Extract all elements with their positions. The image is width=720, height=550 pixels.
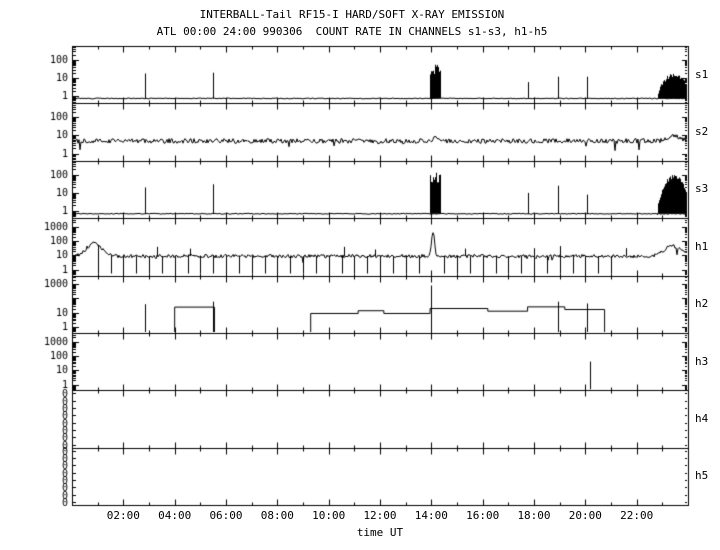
x-tick-label-1200: 12:00 [363, 509, 397, 522]
x-tick-label-1400: 14:00 [414, 509, 448, 522]
panel-label-h5: h5 [695, 469, 709, 483]
x-tick-label-1800: 18:00 [517, 509, 551, 522]
x-tick-label-1600: 16:00 [466, 509, 500, 522]
x-tick-label-0800: 08:00 [260, 509, 294, 522]
x-tick-label-2200: 22:00 [620, 509, 654, 522]
panel-label-h4: h4 [695, 411, 709, 425]
chart-title: INTERBALL-Tail RF15-I HARD/SOFT X-RAY EM… [199, 8, 505, 21]
x-tick-label-1000: 10:00 [312, 509, 346, 522]
x-tick-label-0400: 04:00 [158, 509, 192, 522]
x-tick-label-2000: 20:00 [568, 509, 602, 522]
panel-label-s1: s1 [695, 67, 709, 81]
panel-label-s2: s2 [695, 125, 709, 139]
chart-subtitle: ATL 00:00 24:00 990306 COUNT RATE IN CHA… [156, 25, 548, 38]
x-tick-label-0600: 06:00 [209, 509, 243, 522]
panel-label-h3: h3 [695, 354, 709, 368]
panel-label-h1: h1 [695, 239, 709, 253]
x-axis-label: time UT [356, 526, 404, 539]
panel-label-s3: s3 [695, 182, 709, 196]
x-tick-label-0200: 02:00 [106, 509, 140, 522]
panel-label-h2: h2 [695, 297, 709, 311]
